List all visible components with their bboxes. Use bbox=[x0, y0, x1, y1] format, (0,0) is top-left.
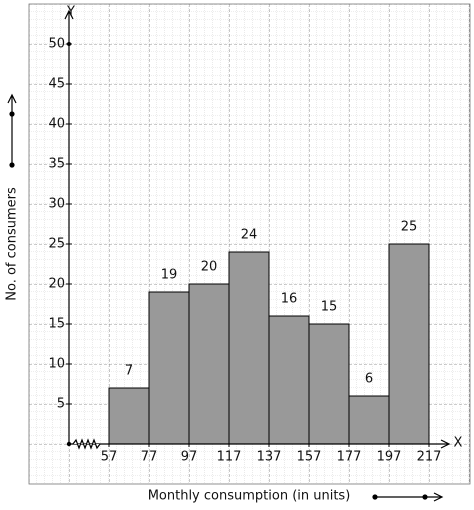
plot: 7 19 20 24 16 15 6 25 5 10 15 20 25 30 35 40 45 50 57 77 97 1… bbox=[48, 9, 451, 465]
y-tick-label: 25 bbox=[48, 237, 65, 252]
x-tick-label: 117 bbox=[217, 450, 242, 465]
y-axis-name: Y bbox=[66, 5, 75, 20]
x-tick-label: 97 bbox=[181, 450, 198, 465]
y-tick-label: 15 bbox=[48, 317, 65, 332]
x-axis-label: Monthly consumption (in units) bbox=[148, 489, 351, 504]
y-tick-label: 50 bbox=[48, 37, 65, 52]
bar bbox=[228, 251, 270, 445]
x-tick-label: 157 bbox=[297, 450, 322, 465]
y-top-dot bbox=[67, 42, 71, 46]
bar bbox=[388, 243, 430, 445]
bar bbox=[348, 395, 390, 445]
data-label: 25 bbox=[401, 220, 418, 235]
x-axis-name: X bbox=[454, 436, 463, 451]
x-tick-label: 77 bbox=[141, 450, 158, 465]
data-label: 20 bbox=[201, 260, 218, 275]
axis-break bbox=[72, 438, 101, 450]
data-label: 19 bbox=[161, 268, 178, 283]
y-tick-label: 20 bbox=[48, 277, 65, 292]
y-tick-label: 5 bbox=[57, 397, 65, 412]
data-label: 7 bbox=[125, 364, 133, 379]
bar bbox=[268, 315, 310, 445]
x-tick-label: 217 bbox=[417, 450, 442, 465]
x-tick-label: 57 bbox=[101, 450, 118, 465]
y-tick-label: 45 bbox=[48, 77, 65, 92]
y-axis-arrow bbox=[64, 9, 74, 20]
origin-dot bbox=[66, 441, 72, 447]
data-label: 24 bbox=[241, 228, 258, 243]
y-tick-label: 10 bbox=[48, 357, 65, 372]
x-tick-label: 197 bbox=[377, 450, 402, 465]
decor-arrows bbox=[7, 93, 444, 502]
y-tick-label: 35 bbox=[48, 157, 65, 172]
x-tick-label: 177 bbox=[337, 450, 362, 465]
bar bbox=[148, 291, 190, 445]
y-tick-label: 40 bbox=[48, 117, 65, 132]
y-axis-label: No. of consumers bbox=[5, 187, 20, 301]
x-tick-label: 137 bbox=[257, 450, 282, 465]
y-tick-label: 30 bbox=[48, 197, 65, 212]
data-label: 6 bbox=[365, 372, 373, 387]
data-label: 15 bbox=[321, 300, 338, 315]
data-label: 16 bbox=[281, 292, 298, 307]
x-axis-arrow bbox=[440, 439, 451, 449]
bar bbox=[188, 283, 230, 445]
bar bbox=[308, 323, 350, 445]
bar bbox=[108, 387, 150, 445]
